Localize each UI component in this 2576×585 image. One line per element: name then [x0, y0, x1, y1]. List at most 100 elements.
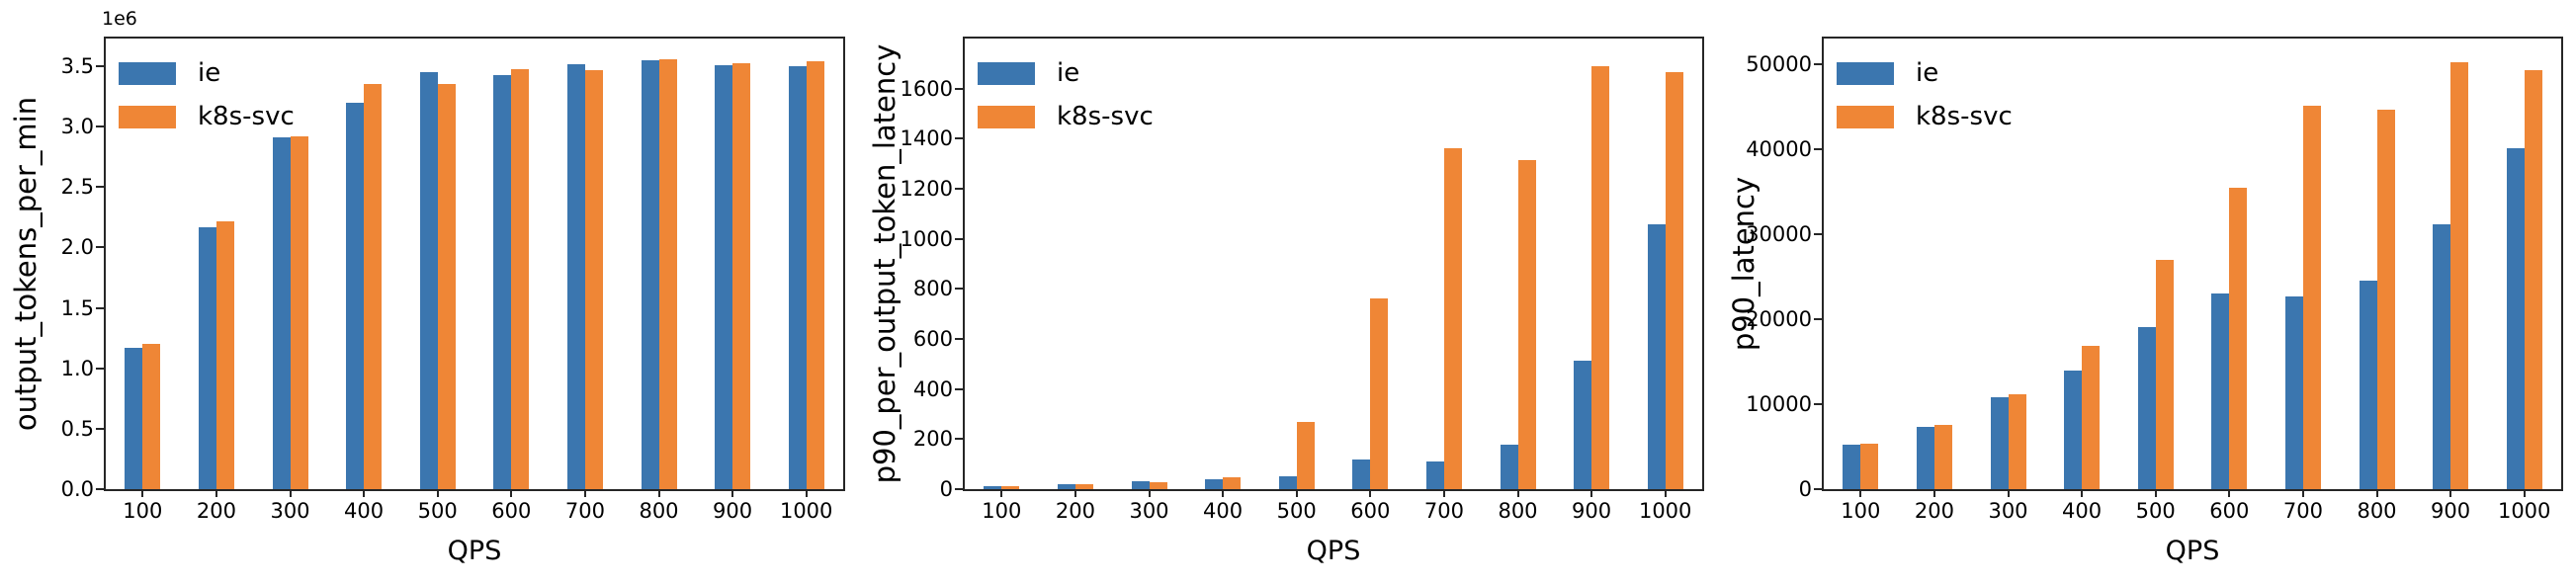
x-tick-label: 800 [1498, 499, 1538, 523]
y-axis-offset-label: 1e6 [102, 8, 137, 30]
bar-k8s-svc [658, 58, 677, 489]
x-tick [1664, 489, 1667, 497]
y-tick [96, 488, 104, 490]
bar-ie [1425, 461, 1444, 489]
x-tick [2007, 489, 2010, 497]
x-tick [1932, 489, 1935, 497]
y-tick-label: 0.0 [60, 477, 94, 501]
bar-k8s-svc [1443, 148, 1462, 489]
y-tick [96, 65, 104, 68]
x-tick-label: 500 [417, 499, 458, 523]
bar-ie [198, 226, 216, 489]
x-tick [289, 489, 292, 497]
legend-label: k8s-svc [198, 102, 295, 131]
legend-entry: k8s-svc [1837, 104, 2013, 129]
bar-ie [1131, 481, 1150, 489]
legend-label: k8s-svc [1057, 102, 1154, 131]
bar-ie [2433, 223, 2451, 489]
bar-ie [272, 137, 291, 489]
bar-k8s-svc [1074, 484, 1093, 489]
legend: ie k8s-svc [1837, 60, 2013, 129]
y-tick [1814, 147, 1822, 150]
bar-k8s-svc [2376, 110, 2395, 489]
y-tick [955, 338, 963, 340]
bar-ie [1916, 427, 1934, 489]
y-tick-label: 400 [912, 376, 953, 401]
bar-k8s-svc [806, 61, 824, 489]
y-tick-label: 2.5 [60, 175, 94, 200]
bar-k8s-svc [437, 84, 456, 489]
x-tick-label: 300 [270, 499, 310, 523]
x-tick-label: 200 [196, 499, 236, 523]
y-tick [955, 488, 963, 490]
bar-ie [2284, 295, 2303, 489]
y-tick-label: 0 [939, 477, 953, 501]
x-tick-label: 500 [1276, 499, 1317, 523]
x-tick-label: 900 [1572, 499, 1612, 523]
legend-label: k8s-svc [1916, 102, 2013, 131]
legend-entry: ie [1837, 60, 2013, 86]
y-tick [955, 387, 963, 390]
legend-label: ie [1916, 58, 1939, 88]
bar-ie [125, 347, 143, 489]
x-tick-label: 800 [639, 499, 679, 523]
plot-area: ie k8s-svc 0.0 0.5 1.0 1.5 2.0 2.5 3.0 3.5 100 20… [61, 37, 845, 522]
y-tick [96, 427, 104, 430]
x-axis-label: QPS [1306, 536, 1361, 566]
bar-ie [1278, 476, 1297, 489]
x-tick [1369, 489, 1372, 497]
x-tick [2523, 489, 2526, 497]
y-tick-label: 50000 [1746, 51, 1812, 76]
x-tick [215, 489, 217, 497]
y-tick [96, 306, 104, 309]
legend-swatch-ie [1837, 61, 1894, 85]
legend-swatch-k8s-svc [978, 105, 1035, 128]
y-tick-label: 1.0 [60, 356, 94, 380]
bar-ie [1574, 360, 1592, 489]
bar-ie [641, 60, 659, 489]
bar-ie [1205, 478, 1224, 489]
x-tick [1073, 489, 1076, 497]
bar-ie [2506, 147, 2525, 489]
bar-ie [1843, 445, 1861, 489]
x-tick [1295, 489, 1298, 497]
x-tick [436, 489, 439, 497]
y-tick-label: 0 [1798, 477, 1812, 501]
bar-k8s-svc [584, 69, 603, 489]
y-tick [1814, 317, 1822, 320]
x-tick [1442, 489, 1445, 497]
legend: ie k8s-svc [119, 60, 295, 129]
x-tick-label: 1000 [1638, 499, 1692, 523]
legend-swatch-k8s-svc [1837, 105, 1894, 128]
y-axis-label: p90_per_output_token_latency [868, 43, 902, 484]
y-tick-label: 10000 [1746, 391, 1812, 416]
x-tick-label: 100 [982, 499, 1022, 523]
x-tick [1148, 489, 1151, 497]
y-tick-label: 20000 [1746, 306, 1812, 331]
y-tick-label: 800 [912, 277, 953, 301]
bar-k8s-svc [1665, 72, 1683, 489]
y-tick-label: 3.0 [60, 115, 94, 139]
x-tick [2154, 489, 2157, 497]
x-tick-label: 300 [1988, 499, 2028, 523]
y-tick-label: 0.5 [60, 416, 94, 441]
x-tick [1516, 489, 1519, 497]
x-tick [583, 489, 586, 497]
y-tick-label: 30000 [1746, 221, 1812, 246]
x-tick-label: 600 [491, 499, 532, 523]
plot-area: ie k8s-svc 0 200 400 600 800 1000 1200 1400 1600… [901, 37, 1704, 522]
bar-ie [566, 63, 585, 489]
y-tick-label: 1.5 [60, 295, 94, 320]
y-tick-label: 40000 [1746, 136, 1812, 161]
y-tick-label: 2.0 [60, 235, 94, 260]
y-tick [955, 288, 963, 291]
bar-ie [788, 66, 807, 489]
x-tick-label: 500 [2135, 499, 2176, 523]
x-tick [1222, 489, 1225, 497]
bar-ie [1647, 223, 1666, 489]
bar-k8s-svc [290, 136, 308, 489]
y-tick-label: 200 [912, 427, 953, 452]
x-tick [731, 489, 734, 497]
x-tick-label: 600 [2209, 499, 2250, 523]
